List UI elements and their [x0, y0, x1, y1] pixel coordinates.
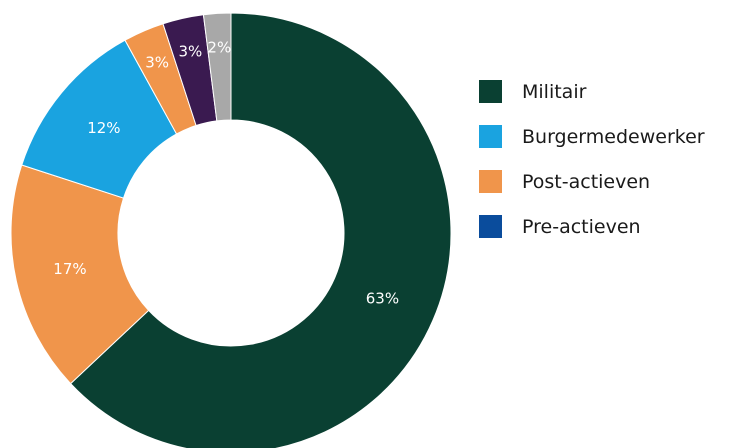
- donut-slice: [202, 12, 232, 122]
- legend-label: Burgermedewerker: [522, 125, 705, 148]
- slice-value-label: 12%: [87, 119, 120, 137]
- legend-item-burgermedewerker: Burgermedewerker: [479, 125, 705, 148]
- legend-swatch: [479, 215, 502, 238]
- slice-value-label: 2%: [207, 38, 231, 56]
- legend-item-militair: Militair: [479, 80, 705, 103]
- legend: Militair Burgermedewerker Post-actieven …: [479, 80, 705, 260]
- legend-item-post-actieven: Post-actieven: [479, 170, 705, 193]
- legend-label: Militair: [522, 80, 587, 103]
- legend-swatch: [479, 170, 502, 193]
- slice-value-label: 17%: [53, 260, 86, 278]
- slice-value-label: 3%: [145, 53, 169, 71]
- donut-slice: [69, 12, 452, 448]
- legend-label: Post-actieven: [522, 170, 651, 193]
- slice-value-label: 63%: [366, 290, 399, 308]
- donut-chart: 63%17%12%3%3% 2%: [10, 12, 452, 448]
- legend-item-pre-actieven: Pre-actieven: [479, 215, 705, 238]
- donut-slice: [10, 164, 150, 385]
- legend-swatch: [479, 80, 502, 103]
- legend-swatch: [479, 125, 502, 148]
- legend-label: Pre-actieven: [522, 215, 641, 238]
- slice-value-label: 3%: [179, 42, 203, 60]
